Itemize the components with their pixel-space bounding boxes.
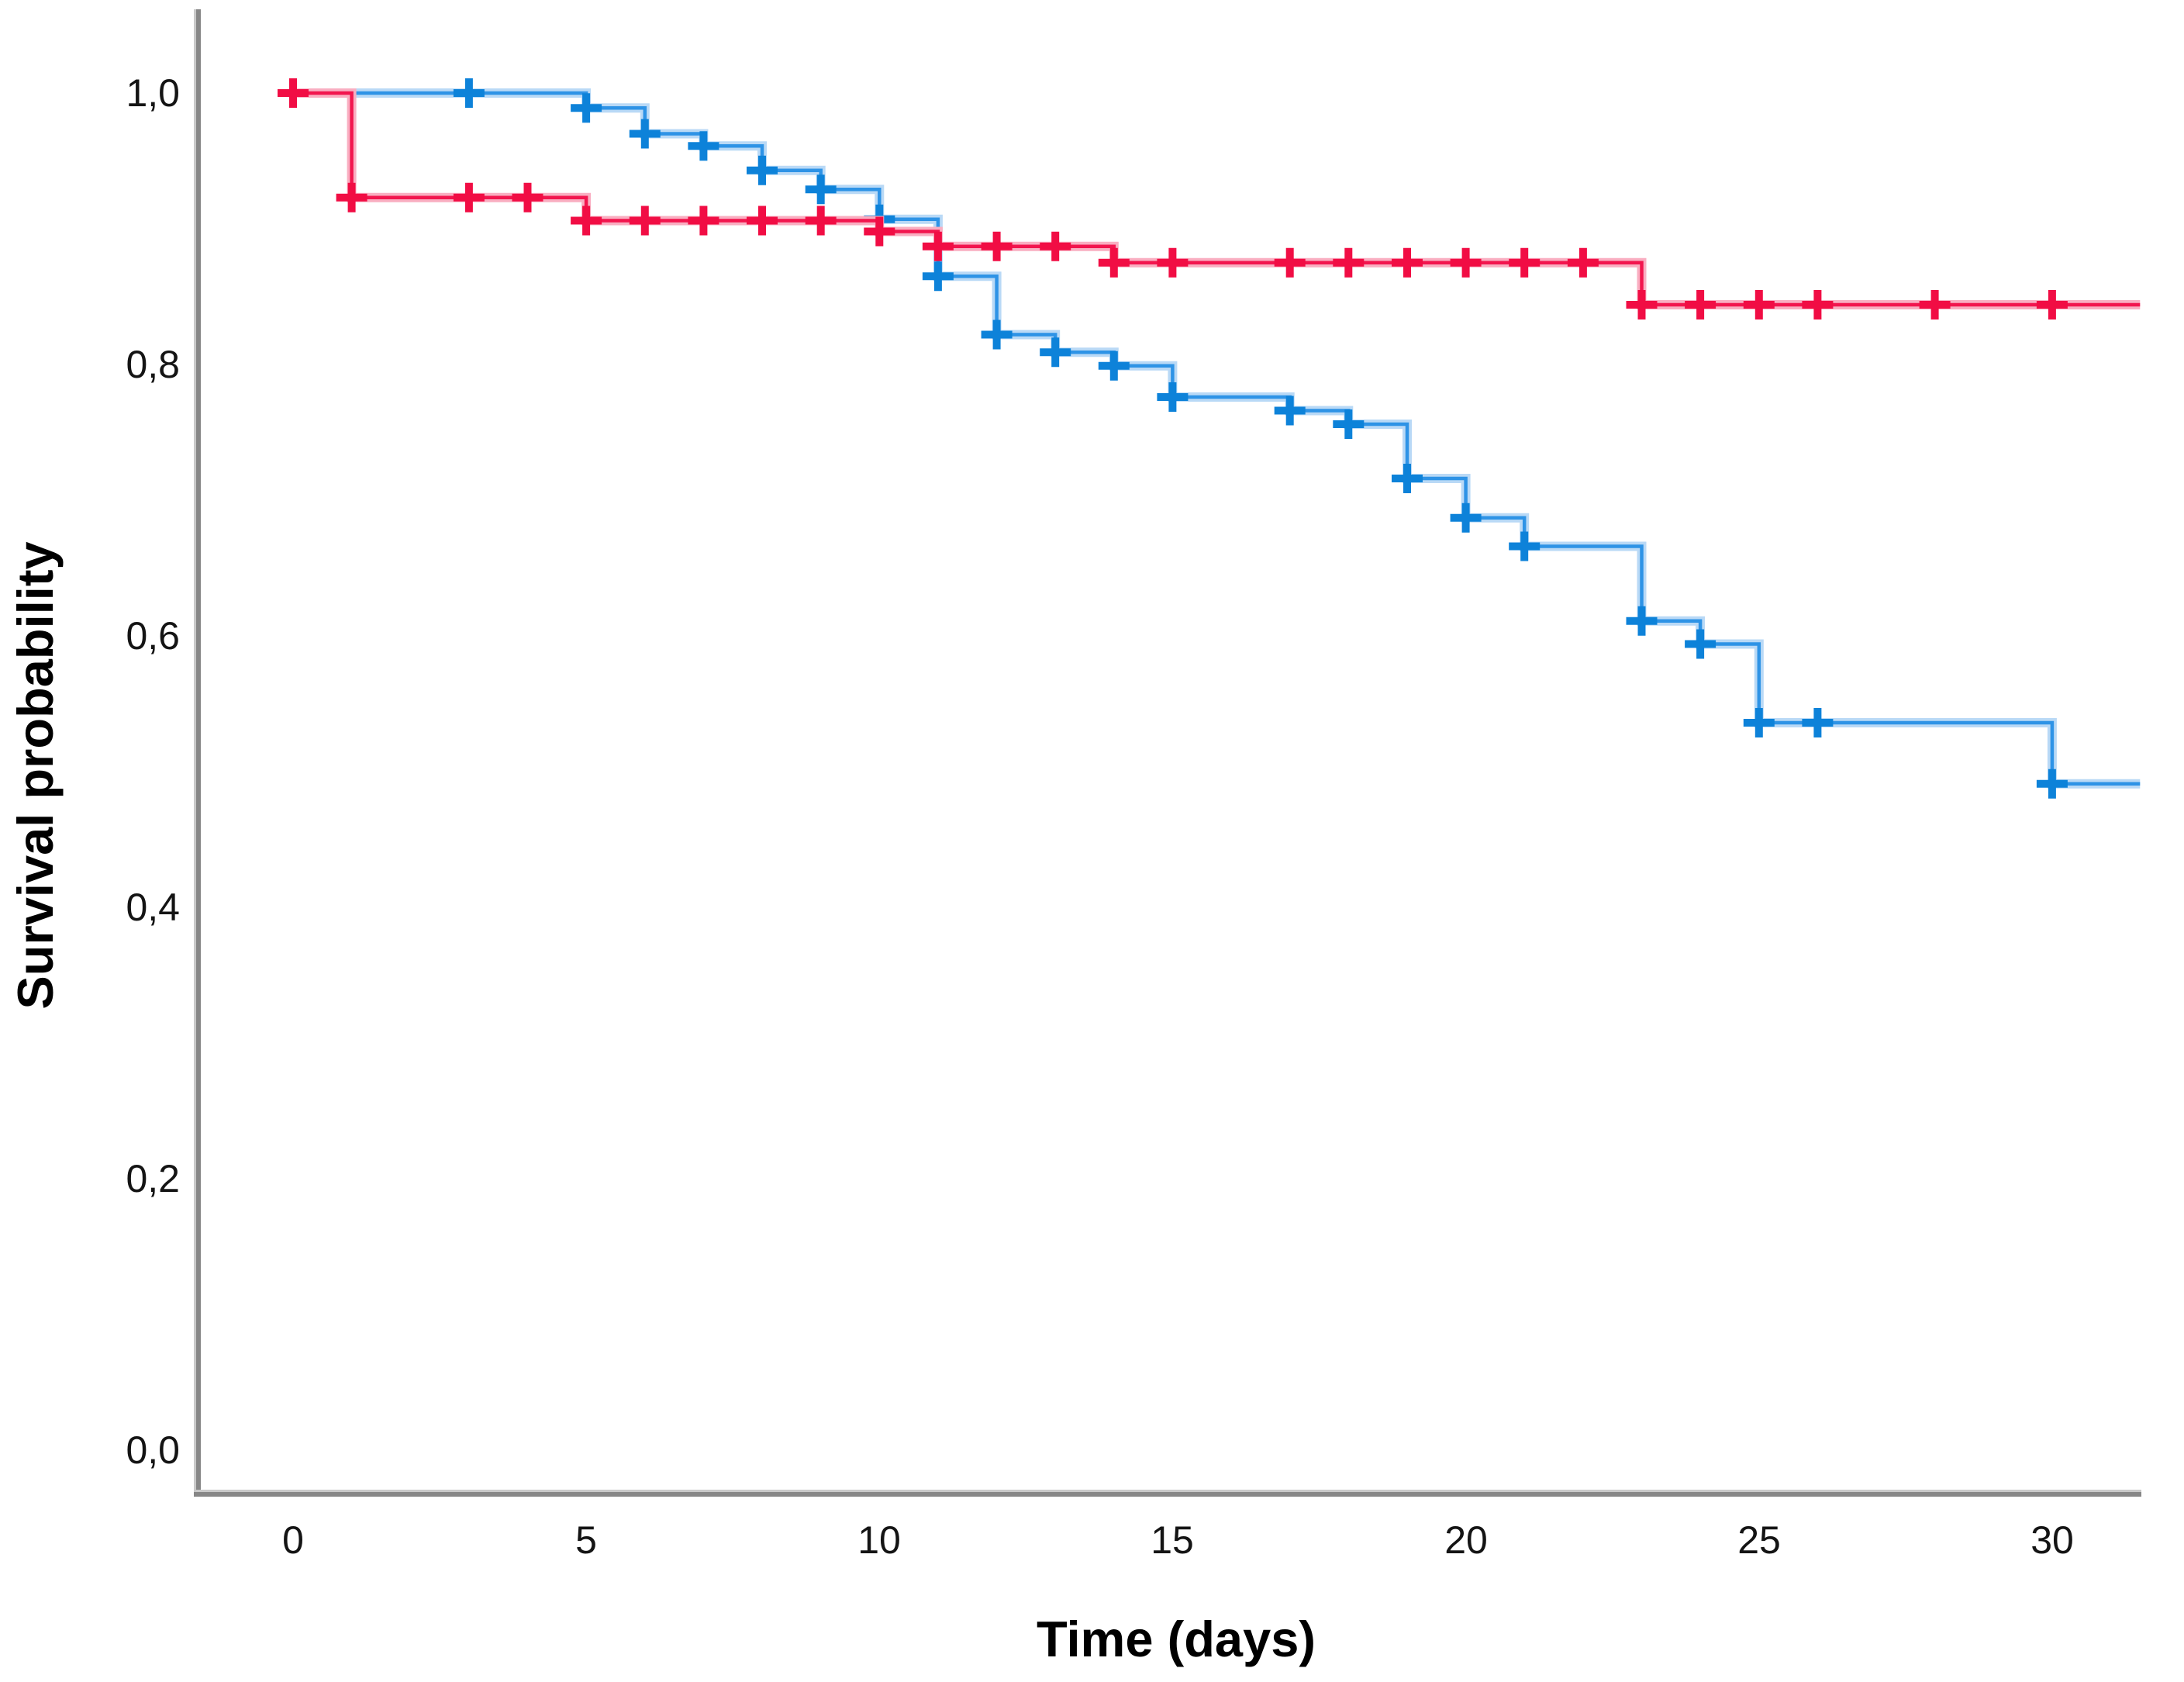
series-group-blue (278, 78, 2141, 799)
x-tick-label: 25 (1737, 1518, 1781, 1562)
y-tick-label: 0,8 (126, 343, 180, 386)
y-axis-line (194, 9, 201, 1495)
x-tick-label: 30 (2030, 1518, 2074, 1562)
censor-marks-group-blue (278, 78, 2068, 799)
curves-layer (278, 78, 2141, 799)
x-tick-label: 20 (1444, 1518, 1488, 1562)
x-axis-tick-labels: 0 5 10 15 20 25 30 (282, 1518, 2074, 1562)
y-tick-label: 1,0 (126, 71, 180, 115)
y-axis-tick-labels: 1,0 0,8 0,6 0,4 0,2 0,0 (126, 71, 180, 1472)
series-group-red (278, 78, 2141, 319)
y-tick-label: 0,2 (126, 1157, 180, 1200)
x-tick-label: 15 (1151, 1518, 1194, 1562)
x-tick-label: 10 (857, 1518, 901, 1562)
censor-marks-group-red (278, 78, 2068, 319)
survival-curve-group-red (293, 91, 2141, 307)
x-tick-label: 5 (575, 1518, 597, 1562)
x-axis-line (194, 1490, 2141, 1497)
x-tick-label: 0 (282, 1518, 304, 1562)
y-tick-label: 0,0 (126, 1428, 180, 1472)
y-tick-label: 0,6 (126, 614, 180, 658)
y-tick-label: 0,4 (126, 886, 180, 929)
x-axis-title: Time (days) (1037, 1611, 1316, 1667)
y-axis-title: Survival probability (7, 541, 64, 1009)
